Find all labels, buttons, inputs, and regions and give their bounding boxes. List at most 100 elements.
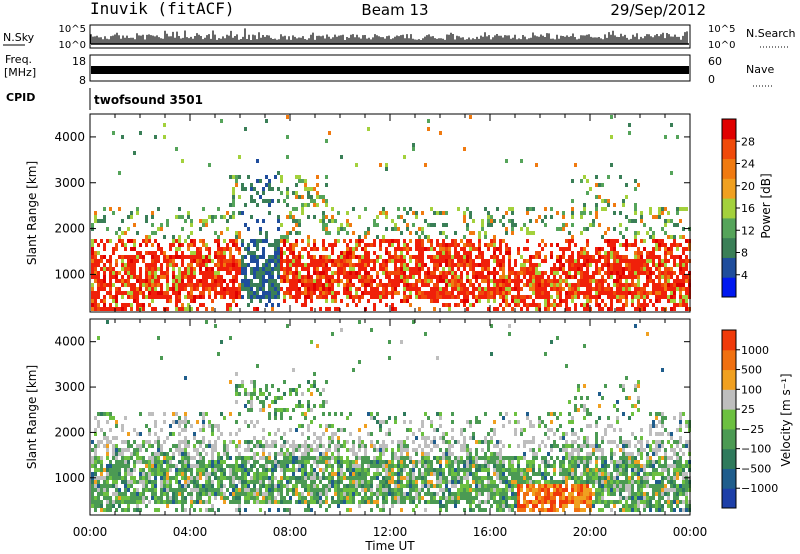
power-cell [499,243,502,247]
power-cell [649,267,652,271]
power-cell [238,195,241,199]
power-cell [358,267,361,271]
power-cell [208,275,211,279]
velocity-cell [316,472,319,476]
power-cell [133,243,136,247]
power-cell [418,287,421,291]
power-cell [568,271,571,275]
velocity-cell [319,444,322,448]
power-cell [400,215,403,219]
power-cell [280,259,283,263]
velocity-cell [358,320,361,324]
velocity-cell [184,444,187,448]
power-cell [367,259,370,263]
velocity-cell [181,452,184,456]
velocity-cell [136,504,139,508]
power-cell [448,303,451,307]
velocity-cell [97,488,100,492]
power-cell [190,299,193,303]
power-cell [658,215,661,219]
velocity-cell [109,460,112,464]
velocity-cell [313,380,316,384]
power-cell [250,259,253,263]
velocity-cell [292,464,295,468]
velocity-cell [142,480,145,484]
power-cell [163,135,166,139]
power-cell [301,179,304,183]
power-cell [190,263,193,267]
power-cell [586,259,589,263]
power-cell [487,271,490,275]
velocity-cell [217,436,220,440]
power-cell [538,243,541,247]
power-cell [619,279,622,283]
power-cell [565,295,568,299]
power-cell [253,267,256,271]
power-cell [292,287,295,291]
velocity-cell [112,476,115,480]
velocity-cell [304,472,307,476]
power-cell [283,275,286,279]
power-cell [577,255,580,259]
velocity-cell [187,440,190,444]
power-cell [679,219,682,223]
power-cell [463,251,466,255]
power-cell [673,299,676,303]
power-cell [598,295,601,299]
velocity-cell [448,500,451,504]
power-cell [418,275,421,279]
power-cell [631,275,634,279]
velocity-cell [448,452,451,456]
power-cell [217,235,220,239]
velocity-cell [304,412,307,416]
power-cell [661,287,664,291]
power-cell [448,291,451,295]
power-cell [310,263,313,267]
velocity-cell [166,452,169,456]
power-cell [592,271,595,275]
power-cell [337,307,340,311]
velocity-cell [367,432,370,436]
power-cell [514,271,517,275]
velocity-cell [484,484,487,488]
power-cell [187,283,190,287]
power-cell [127,271,130,275]
power-cell [682,235,685,239]
velocity-cell [217,488,220,492]
velocity-cell [469,468,472,472]
power-cell [526,211,529,215]
power-cell [373,295,376,299]
power-cell [466,255,469,259]
velocity-cell [265,472,268,476]
velocity-cell [340,480,343,484]
power-cell [646,251,649,255]
velocity-cell [442,436,445,440]
velocity-cell [172,432,175,436]
power-cell [601,279,604,283]
velocity-cell [229,456,232,460]
velocity-cell [235,488,238,492]
power-cell [685,291,688,295]
velocity-cell [424,500,427,504]
power-cell [667,275,670,279]
velocity-cell [139,508,142,512]
power-cell [475,263,478,267]
velocity-cell [460,448,463,452]
velocity-cell [469,508,472,512]
power-cell [238,291,241,295]
power-cell [487,283,490,287]
power-cell [583,295,586,299]
velocity-cell [157,496,160,500]
velocity-cell [472,460,475,464]
power-cell [172,287,175,291]
velocity-cell [91,460,94,464]
power-cell [190,271,193,275]
velocity-cell [127,432,130,436]
power-cell [649,291,652,295]
velocity-cell [262,428,265,432]
velocity-cell [376,496,379,500]
power-cell [217,263,220,267]
power-cell [376,271,379,275]
power-cell [661,243,664,247]
power-cell [589,287,592,291]
